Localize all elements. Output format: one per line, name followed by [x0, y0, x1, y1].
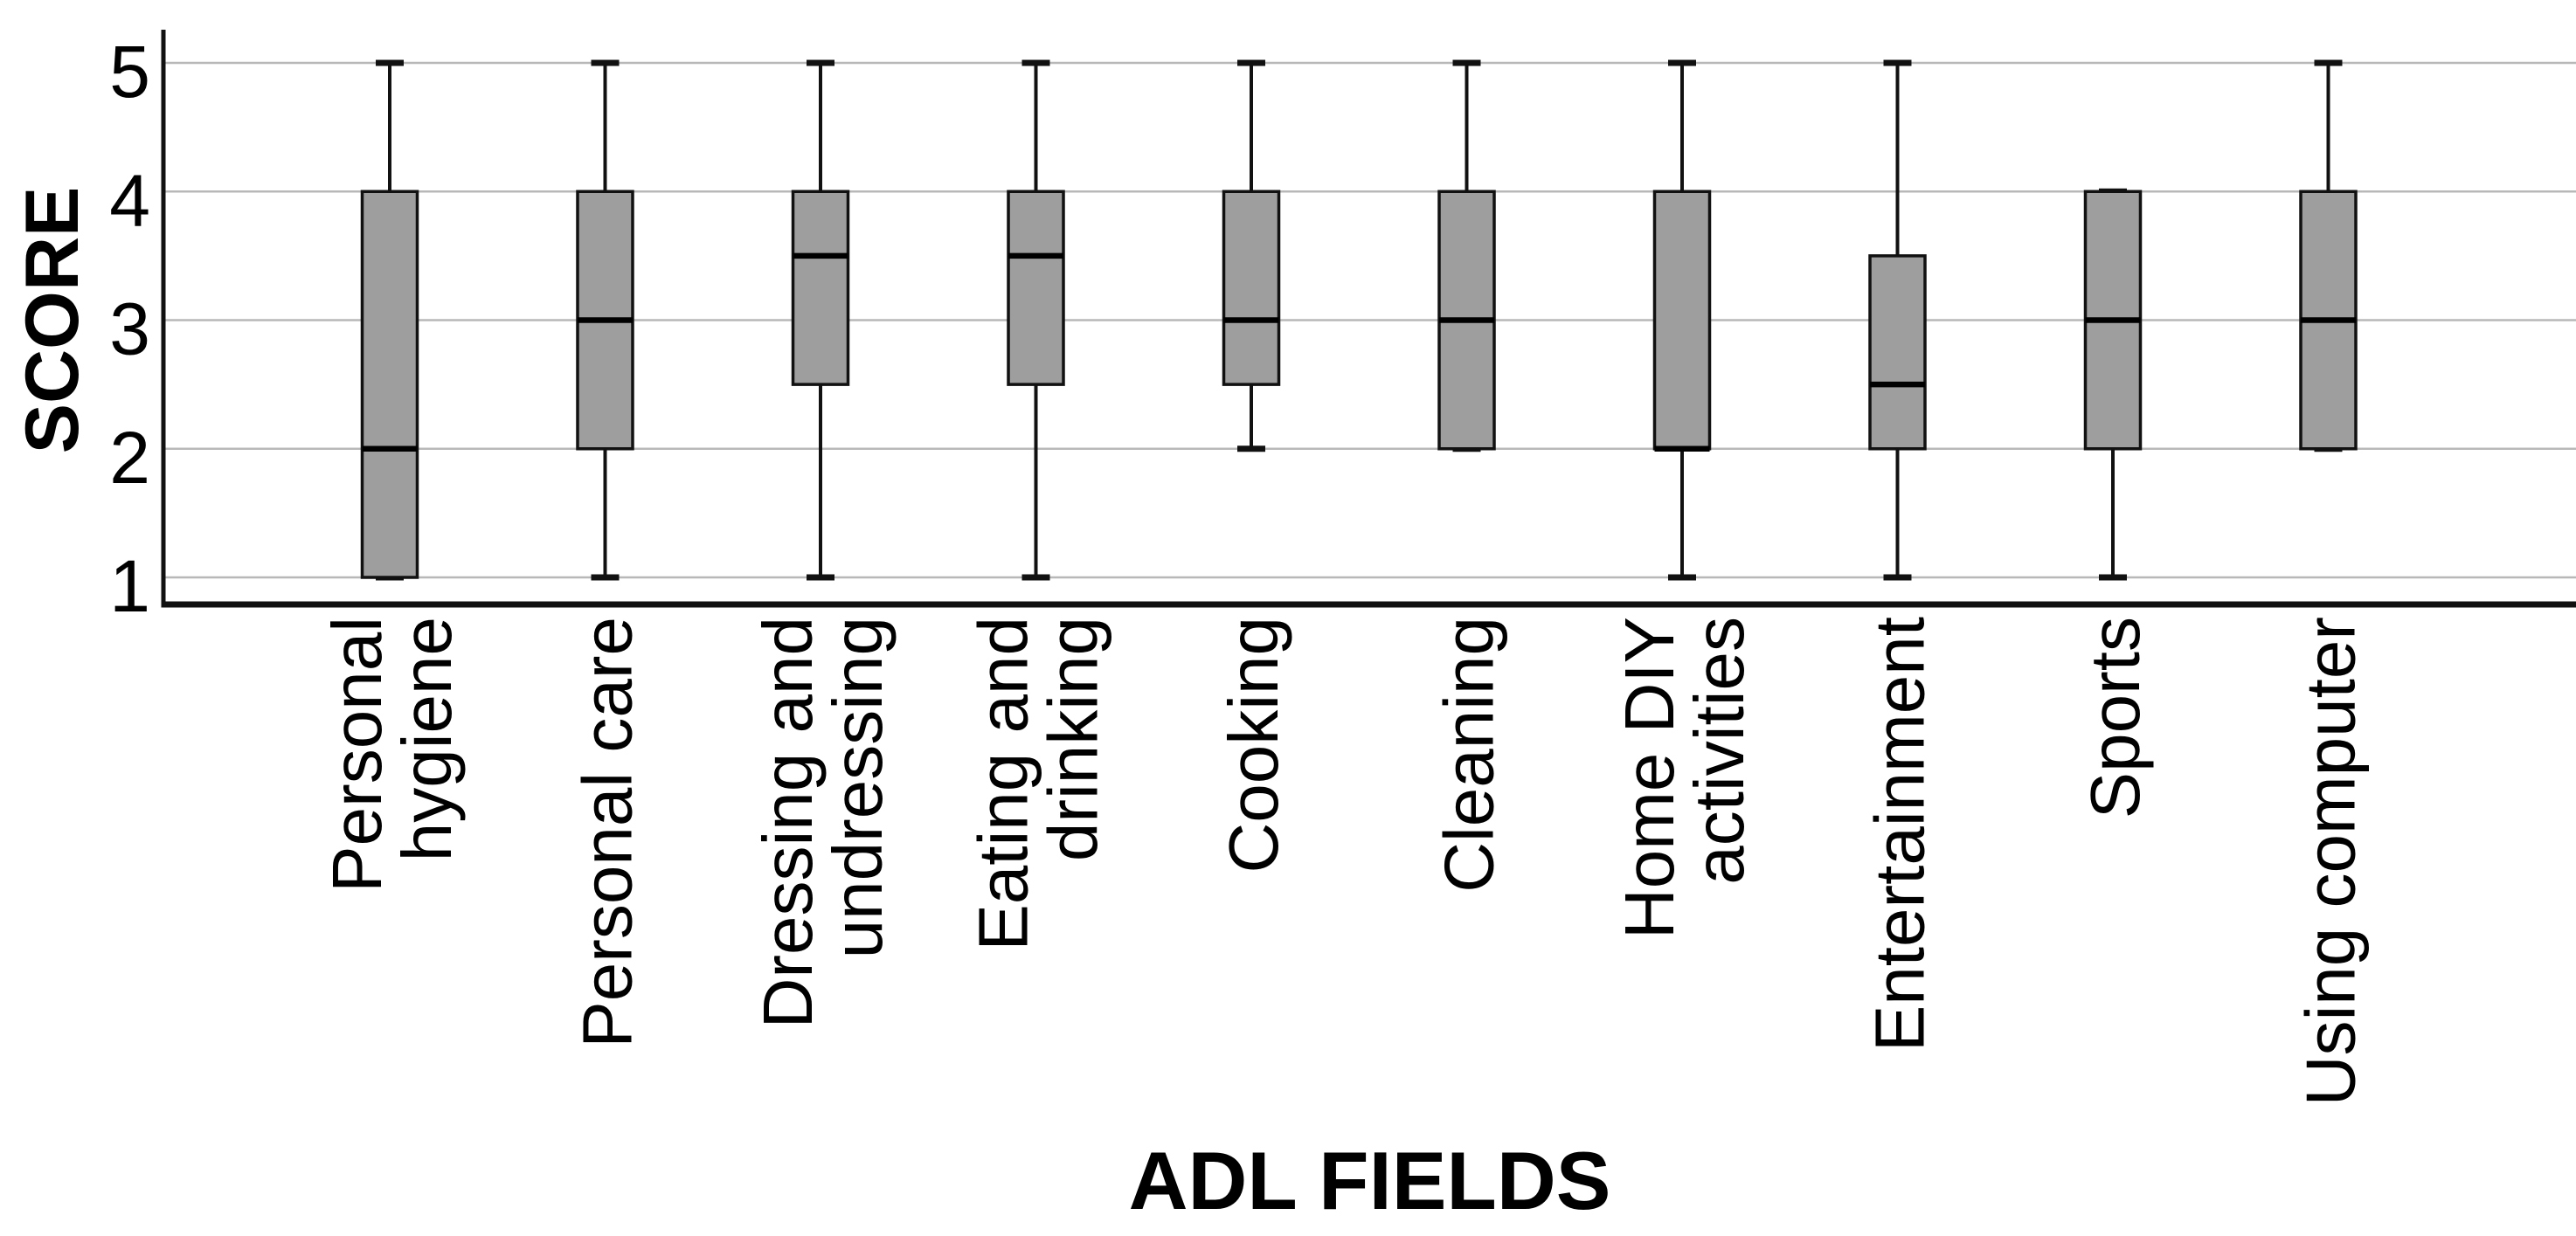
category-label-line: drinking [1035, 617, 1112, 861]
y-tick-label-5: 5 [109, 31, 150, 113]
boxplot-eating-and-drinking [1007, 59, 1065, 581]
y-tick-label-3: 3 [109, 288, 150, 370]
category-label-line: Cooking [1215, 617, 1292, 873]
category-label-line: Home DIY [1610, 617, 1688, 939]
box-iqr [360, 190, 419, 579]
category-label-line: undressing [819, 617, 897, 958]
y-tick-label-2: 2 [109, 417, 150, 499]
category-label-line: Dressing and [749, 617, 827, 1028]
category-label-line: Eating and [965, 617, 1042, 951]
box-iqr [1222, 190, 1281, 386]
box-iqr [1868, 254, 1927, 451]
category-label-line: Sports [2076, 617, 2154, 818]
category-label-line: hygiene [388, 617, 466, 861]
category-label-line: Personal care [569, 617, 647, 1048]
boxplot-dressing-and-undressing [791, 59, 850, 581]
box-iqr [791, 190, 850, 386]
x-axis-title: ADL FIELDS [1129, 1135, 1611, 1226]
category-label-line: activities [1680, 617, 1758, 885]
box-iqr [1007, 190, 1065, 386]
boxplot-home-diy-activities [1652, 59, 1712, 581]
y-axis-title: SCORE [10, 187, 94, 454]
boxplot-personal-care [576, 59, 634, 581]
category-label-line: Using computer [2292, 617, 2370, 1106]
boxplot-cleaning [1437, 59, 1496, 452]
category-label-line: Entertainment [1861, 617, 1939, 1052]
category-label-line: Personal [318, 617, 396, 893]
y-tick-label-4: 4 [109, 159, 150, 241]
category-label-line: Cleaning [1430, 617, 1508, 893]
boxplot-personal-hygiene [360, 59, 419, 581]
y-tick-label-1: 1 [109, 545, 150, 627]
box-iqr [1652, 190, 1712, 451]
boxplot-sports [2083, 188, 2143, 581]
boxplot-entertainment [1868, 59, 1927, 581]
boxplot-cooking [1222, 59, 1281, 452]
boxplot-using-computer [2299, 59, 2358, 452]
